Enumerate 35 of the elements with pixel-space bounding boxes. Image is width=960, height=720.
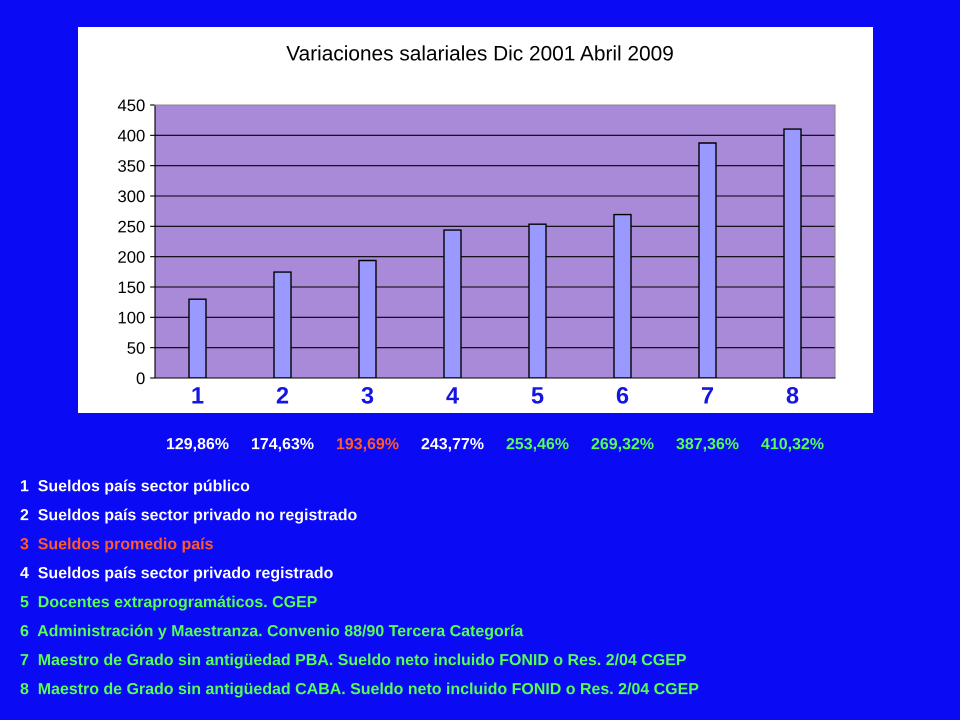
x-tick-label: 1: [192, 387, 204, 404]
data-label: 253,46%: [506, 438, 569, 452]
y-tick-label: 200: [118, 251, 145, 263]
y-tick-label: 450: [118, 99, 145, 112]
y-tick-label: 350: [118, 160, 145, 172]
text: 2 Sueldos país sector privado no registrado: [20, 508, 357, 524]
data-label: 269,32%: [592, 438, 654, 452]
text: 6 Administración y Maestranza. Convenio 88/90 Tercera Categoría: [20, 624, 524, 640]
text: 8 Maestro de Grado sin antigüedad CABA. Sueldo neto incluido FONID o Res. 2/04 CGEP: [20, 682, 698, 698]
y-tick-label: 50: [127, 342, 145, 354]
y-tick-label: 100: [118, 312, 145, 324]
x-tick-label: 3: [361, 386, 374, 404]
data-label: 387,36%: [676, 438, 739, 452]
text: 7 Maestro de Grado sin antigüedad PBA. Sueldo neto incluido FONID o Res. 2/04 CGEP: [20, 654, 686, 668]
data-label: 243,77%: [422, 438, 484, 452]
x-tick-label: 2: [276, 386, 288, 404]
text: 1 Sueldos país sector público: [21, 479, 250, 495]
y-tick-label: 0: [136, 372, 145, 384]
data-label: 174,63%: [252, 438, 314, 452]
data-label: 129,86%: [166, 438, 229, 452]
chart-title: Variaciones salariales Dic 2001 Abril 2009: [286, 45, 673, 61]
text: 3 Sueldos promedio país: [20, 537, 213, 553]
text: 4 Sueldos país sector privado registrado: [20, 566, 333, 582]
y-tick-label: 300: [118, 190, 145, 202]
y-tick-label: 150: [118, 281, 145, 294]
x-tick-label: 7: [702, 387, 714, 404]
text: 5 Docentes extraprogramáticos. CGEP: [20, 595, 317, 611]
data-label: 193,69%: [336, 438, 399, 452]
x-tick-label: 8: [786, 386, 798, 404]
x-tick-label: 6: [616, 386, 628, 404]
data-label: 410,32%: [761, 438, 824, 452]
y-tick-label: 400: [118, 130, 145, 142]
x-tick-label: 5: [532, 387, 544, 404]
x-tick-label: 4: [446, 387, 459, 404]
y-tick-label: 250: [118, 220, 145, 233]
